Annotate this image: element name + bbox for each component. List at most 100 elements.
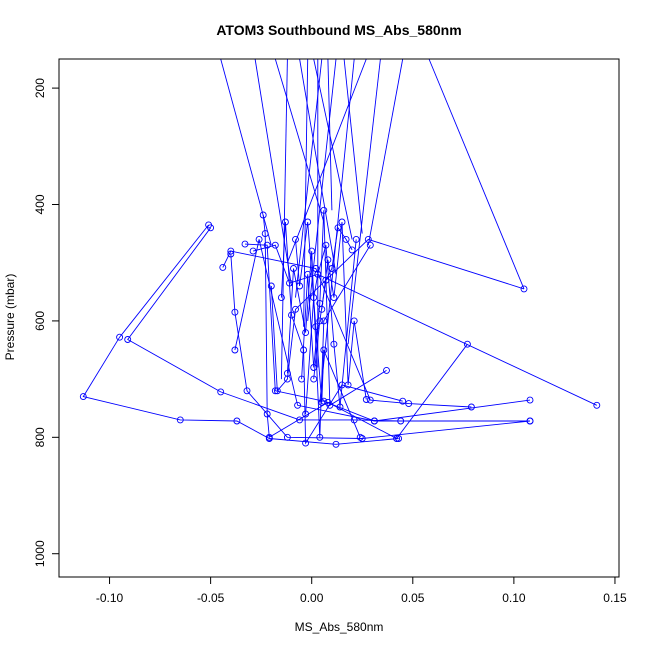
series-line-2 xyxy=(127,227,401,422)
series-points xyxy=(79,206,601,448)
data-point xyxy=(227,247,235,255)
x-tick-label: 0.00 xyxy=(300,591,324,605)
x-axis-label: MS_Abs_580nm xyxy=(295,620,384,634)
series-line-1 xyxy=(82,224,399,445)
data-point xyxy=(352,235,360,243)
series-line-upper xyxy=(313,58,353,240)
data-point xyxy=(320,397,328,405)
data-point xyxy=(318,398,326,406)
series-line-upper xyxy=(327,58,333,211)
data-point xyxy=(124,336,132,343)
data-point xyxy=(399,397,407,405)
data-point xyxy=(302,329,310,337)
series-line-12 xyxy=(295,221,361,438)
data-point xyxy=(116,333,124,341)
y-tick-label: 800 xyxy=(33,427,47,447)
y-axis-label: Pressure (mbar) xyxy=(3,274,17,361)
data-point xyxy=(370,417,378,425)
data-point xyxy=(310,294,318,302)
data-point xyxy=(320,346,328,354)
data-point xyxy=(366,396,374,404)
series-lines xyxy=(82,58,597,445)
data-point xyxy=(298,375,306,383)
data-point xyxy=(362,396,370,403)
series-line-upper xyxy=(428,58,525,290)
data-point xyxy=(290,265,297,272)
series-line-upper xyxy=(254,58,292,287)
data-point xyxy=(243,387,251,395)
data-point xyxy=(283,433,291,441)
data-point xyxy=(207,224,215,232)
data-point xyxy=(277,294,285,302)
series-line-upper xyxy=(295,58,323,298)
series-line-upper xyxy=(274,58,325,223)
data-point xyxy=(231,346,239,354)
data-point xyxy=(241,240,249,248)
data-point xyxy=(314,270,322,278)
data-point xyxy=(397,417,405,425)
y-tick-label: 1000 xyxy=(33,540,47,567)
data-point xyxy=(322,241,330,249)
series-line-4 xyxy=(230,253,531,439)
data-point xyxy=(263,241,271,249)
data-point xyxy=(288,311,295,319)
data-point xyxy=(296,282,304,290)
data-point xyxy=(593,401,601,409)
series-line-upper xyxy=(343,58,363,234)
chart-title: ATOM3 Southbound MS_Abs_580nm xyxy=(216,22,461,38)
series-line-13 xyxy=(301,210,387,407)
data-point xyxy=(283,369,291,377)
data-point xyxy=(320,206,328,214)
data-point xyxy=(526,417,534,425)
x-tick-label: 0.10 xyxy=(502,591,526,605)
data-point xyxy=(395,435,403,442)
data-point xyxy=(271,387,279,395)
data-point xyxy=(350,317,358,325)
data-point xyxy=(405,400,413,408)
data-point xyxy=(332,440,340,448)
data-point xyxy=(310,364,318,371)
data-point xyxy=(231,308,239,316)
y-tick-label: 200 xyxy=(33,78,47,98)
series-line-upper xyxy=(220,58,272,246)
data-point xyxy=(312,323,320,331)
data-point xyxy=(302,439,310,447)
data-point xyxy=(393,435,401,442)
data-point xyxy=(318,305,326,313)
data-point xyxy=(219,263,227,271)
data-point xyxy=(330,294,338,302)
data-point xyxy=(271,241,279,249)
data-point xyxy=(249,247,257,255)
data-point xyxy=(316,317,324,325)
data-point xyxy=(294,401,302,409)
series-line-upper xyxy=(367,58,404,246)
data-point xyxy=(267,282,275,290)
x-tick-label: 0.15 xyxy=(603,591,627,605)
data-point xyxy=(326,401,334,409)
plot-frame xyxy=(58,58,620,578)
data-point xyxy=(526,396,534,404)
data-point xyxy=(292,235,299,243)
data-point xyxy=(292,305,299,313)
data-point xyxy=(316,433,324,441)
data-point xyxy=(383,366,390,374)
data-point xyxy=(273,387,281,395)
data-point xyxy=(261,230,269,238)
data-point xyxy=(330,340,338,348)
x-tick-label: 0.05 xyxy=(401,591,425,605)
x-tick-label: -0.10 xyxy=(96,591,124,605)
series-line-upper xyxy=(347,58,381,345)
series-line-14 xyxy=(305,239,357,415)
data-point xyxy=(316,299,324,307)
data-point xyxy=(265,433,273,441)
data-point xyxy=(334,224,342,232)
data-point xyxy=(304,270,312,278)
data-point xyxy=(324,256,332,264)
data-point xyxy=(300,346,308,354)
data-point xyxy=(302,410,310,418)
data-point xyxy=(255,235,263,243)
data-point xyxy=(342,235,350,243)
data-point xyxy=(227,250,235,258)
data-point xyxy=(520,285,528,293)
